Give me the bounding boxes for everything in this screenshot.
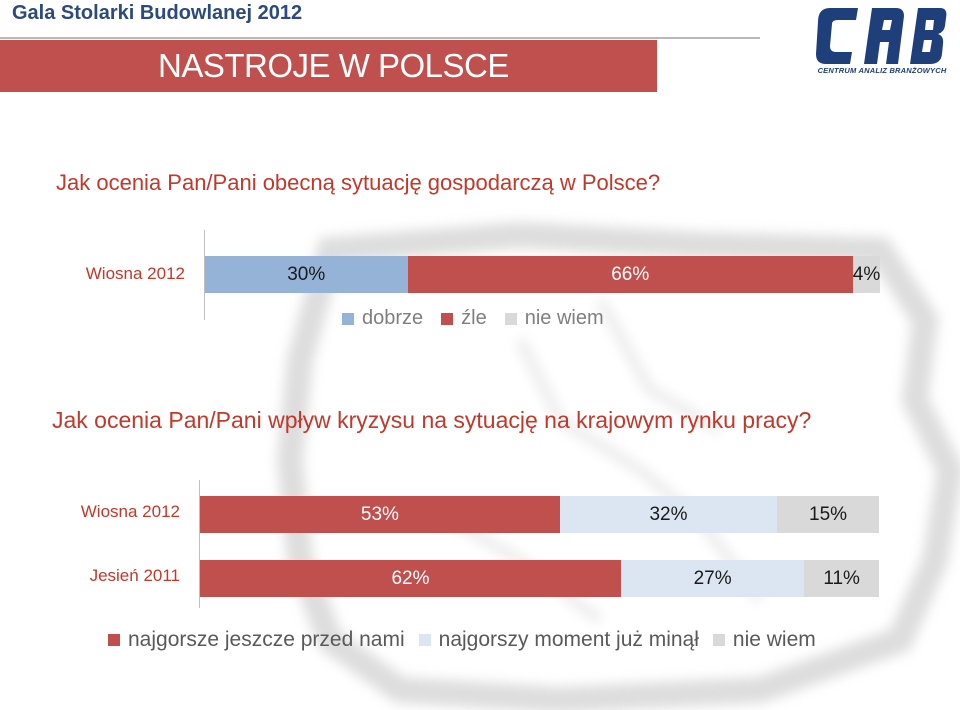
- legend-swatch: [712, 634, 725, 646]
- legend-item-zle: źle: [441, 307, 487, 330]
- legend-swatch: [108, 634, 120, 646]
- legend-item-nie-wiem: nie wiem: [504, 307, 604, 330]
- legend-item-minal: najgorszy moment już minął: [418, 628, 699, 652]
- bar-0-0: 30%: [205, 256, 408, 293]
- question-1-title: Jak ocenia Pan/Pani obecną sytuację gosp…: [56, 170, 661, 195]
- legend-swatch: [342, 312, 354, 325]
- logo-subtitle: CENTRUM ANALIZ BRANŻOWYCH: [817, 66, 947, 75]
- data-label: 66%: [611, 263, 650, 285]
- bar-0-2: 4%: [853, 256, 880, 293]
- legend-label: dobrze: [362, 307, 424, 329]
- data-label: 62%: [391, 567, 430, 589]
- chart-1-axis: [204, 230, 205, 320]
- bar-0-1: 32%: [559, 496, 778, 533]
- legend-item-dobrze: dobrze: [342, 307, 423, 330]
- data-label: 53%: [360, 503, 399, 525]
- bar-1-0: 62%: [200, 560, 621, 597]
- bar-1-1: 27%: [620, 560, 805, 597]
- bar-0-2: 15%: [777, 496, 879, 533]
- chart-2-row-label: Jesień 2011: [89, 566, 180, 585]
- data-label: 15%: [809, 503, 848, 525]
- legend-swatch: [504, 312, 517, 325]
- data-label: 30%: [287, 263, 326, 285]
- legend-label: nie wiem: [732, 628, 816, 651]
- legend-item-nie-wiem: nie wiem: [712, 628, 816, 652]
- legend-label: najgorsze jeszcze przed nami: [128, 628, 405, 651]
- legend-swatch: [441, 312, 454, 325]
- legend-label: najgorszy moment już minął: [438, 628, 699, 651]
- data-label: 11%: [823, 567, 860, 589]
- bar-0-1: 66%: [407, 256, 853, 293]
- bar-1-2: 11%: [804, 560, 879, 597]
- header-divider: [0, 37, 760, 39]
- chart-2-legend: najgorsze jeszcze przed nami najgorszy m…: [108, 628, 830, 652]
- legend-label: źle: [461, 307, 487, 329]
- chart-2-axis: [199, 480, 200, 608]
- chart-1-row-label: Wiosna 2012: [85, 264, 185, 283]
- bar-0-0: 53%: [200, 496, 560, 533]
- legend-swatch: [418, 634, 431, 646]
- data-label: 32%: [649, 503, 688, 525]
- cab-logo: [816, 8, 947, 64]
- data-label: 27%: [693, 567, 732, 589]
- chart-2-row-label: Wiosna 2012: [80, 502, 180, 521]
- event-title: Gala Stolarki Budowlanej 2012: [12, 2, 303, 24]
- question-2-title: Jak ocenia Pan/Pani wpływ kryzysu na syt…: [52, 407, 812, 433]
- data-label: 4%: [852, 263, 881, 285]
- legend-item-najgorsze: najgorsze jeszcze przed nami: [108, 628, 405, 652]
- chart-1-legend: dobrze źle nie wiem: [342, 307, 622, 330]
- legend-label: nie wiem: [524, 307, 604, 329]
- page-title: NASTROJE W POLSCE: [158, 47, 509, 84]
- title-banner: [0, 40, 657, 92]
